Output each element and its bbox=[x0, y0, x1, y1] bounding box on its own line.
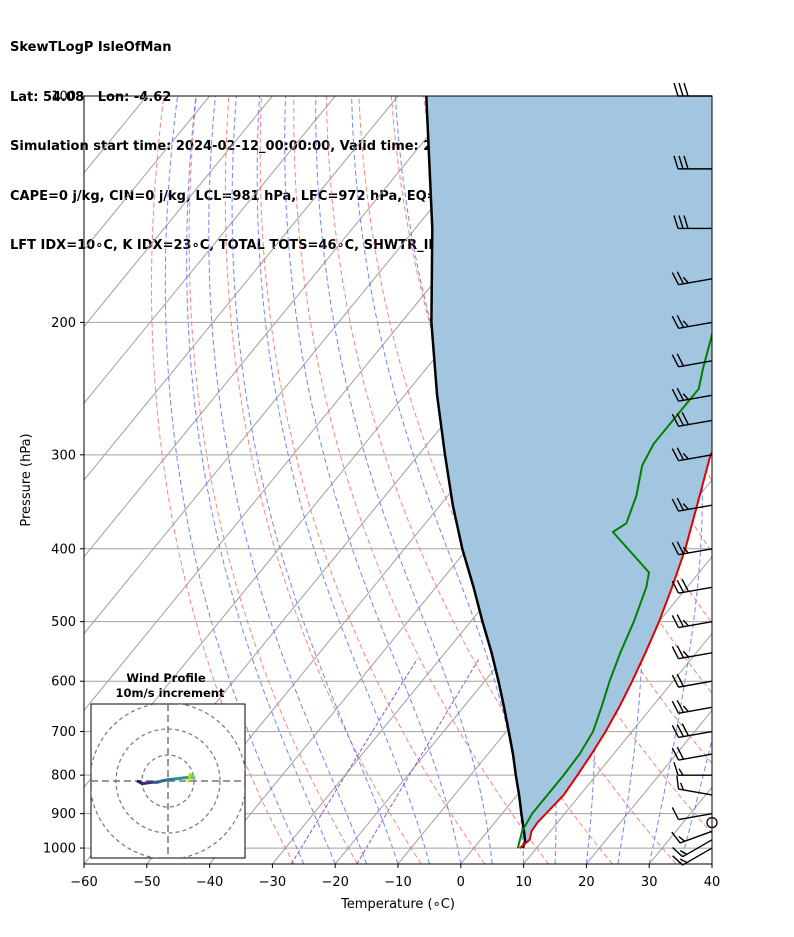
moist-adiabat-line bbox=[351, 96, 525, 864]
wind-barb bbox=[673, 155, 712, 170]
dry-adiabat-line bbox=[259, 96, 486, 864]
x-tick-label: 10 bbox=[515, 875, 532, 890]
hodograph-ring bbox=[141, 754, 195, 808]
location-line: Lat: 54.08 Lon: -4.62 bbox=[10, 89, 172, 105]
wind-barb bbox=[673, 82, 712, 97]
mixing-ratio-line bbox=[356, 658, 480, 864]
dry-adiabat-line bbox=[325, 96, 613, 864]
moist-adiabat-line bbox=[164, 96, 305, 864]
dry-adiabat-line bbox=[716, 96, 794, 864]
wind-barb bbox=[672, 839, 713, 858]
cape-area bbox=[426, 96, 712, 849]
y-tick-label: 700 bbox=[51, 725, 76, 740]
wind-barb bbox=[671, 830, 713, 844]
isotherm-line bbox=[586, 709, 712, 864]
isotherm-line bbox=[84, 96, 85, 97]
y-tick-label: 1000 bbox=[43, 842, 76, 857]
moist-adiabat-line bbox=[284, 96, 462, 864]
y-tick-label: 800 bbox=[51, 769, 76, 784]
wind-barb bbox=[673, 761, 712, 776]
y-tick-label: 900 bbox=[51, 807, 76, 822]
wind-barb bbox=[676, 775, 713, 796]
isotherm-line bbox=[84, 96, 399, 481]
wind-barb bbox=[671, 541, 713, 556]
y-tick-label: 100 bbox=[51, 90, 76, 105]
moist-adiabat-line bbox=[256, 96, 430, 864]
moist-adiabat-line bbox=[315, 96, 493, 864]
isotherm-line bbox=[397, 479, 712, 864]
isotherm-line bbox=[84, 96, 524, 635]
parcel-profile-line bbox=[425, 96, 527, 849]
x-axis: −60 −50 −40 −30 −20 −10 0 10 20 30 40 bbox=[70, 864, 720, 890]
mixing-ratio-line bbox=[290, 658, 418, 864]
wind-barb bbox=[671, 699, 713, 714]
wind-barb bbox=[672, 847, 713, 866]
wind-barb bbox=[671, 412, 713, 428]
mixing-ratio-lines bbox=[290, 658, 480, 864]
x-tick-label: −50 bbox=[133, 875, 160, 890]
wind-barb bbox=[671, 315, 713, 329]
pressure-gridlines bbox=[84, 96, 712, 849]
moist-adiabat-line bbox=[711, 862, 712, 864]
wind-barb bbox=[671, 497, 713, 512]
x-tick-label: 20 bbox=[578, 875, 595, 890]
wind-barb bbox=[673, 215, 712, 230]
wind-barb bbox=[671, 578, 713, 594]
x-tick-label: −40 bbox=[196, 875, 223, 890]
cape-shading bbox=[426, 96, 712, 849]
x-tick-label: −10 bbox=[384, 875, 411, 890]
wind-barb bbox=[671, 746, 713, 761]
y-axis-label: Pressure (hPa) bbox=[19, 433, 34, 526]
x-tick-label: −20 bbox=[321, 875, 348, 890]
y-tick-label: 600 bbox=[51, 675, 76, 690]
wind-barb bbox=[671, 387, 713, 402]
y-tick-label: 500 bbox=[51, 615, 76, 630]
dewpoint-line bbox=[516, 330, 712, 849]
dry-adiabat-line bbox=[293, 96, 549, 864]
isotherm-line bbox=[84, 96, 210, 251]
x-tick-label: −60 bbox=[70, 875, 97, 890]
hodograph-title: Wind Profile bbox=[126, 671, 206, 685]
dry-adiabat-line bbox=[150, 96, 295, 864]
hodograph-subtitle: 10m/s increment bbox=[116, 686, 225, 700]
y-axis: 1000 900 800 700 600 500 400 300 200 100 bbox=[43, 90, 84, 857]
x-tick-label: 40 bbox=[704, 875, 721, 890]
wind-barb bbox=[671, 807, 713, 821]
moist-adiabat-line bbox=[231, 96, 399, 864]
chart-title: SkewTLogP IsleOfMan bbox=[10, 40, 172, 55]
isotherm-line bbox=[84, 96, 273, 328]
moist-adiabat-line bbox=[208, 96, 368, 864]
wind-barb bbox=[671, 673, 713, 688]
x-tick-label: −30 bbox=[259, 875, 286, 890]
y-tick-label: 400 bbox=[51, 542, 76, 557]
hodograph-segment bbox=[187, 773, 192, 783]
x-tick-label: 0 bbox=[457, 875, 465, 890]
isotherm-line bbox=[84, 96, 462, 558]
hodograph-inset: Wind Profile 10m/s increment bbox=[90, 671, 246, 859]
y-tick-label: 200 bbox=[51, 316, 76, 331]
wind-barb bbox=[671, 614, 713, 629]
moist-adiabat-line bbox=[611, 96, 703, 864]
dry-adiabat-line bbox=[224, 96, 422, 864]
isotherm-line bbox=[711, 863, 712, 864]
moist-adiabat-line bbox=[186, 96, 336, 864]
wind-barb bbox=[671, 353, 713, 368]
dry-adiabat-line bbox=[749, 96, 794, 864]
dry-adiabat-line bbox=[188, 96, 358, 864]
wind-barbs bbox=[671, 82, 718, 866]
wind-barb bbox=[671, 447, 713, 462]
wind-barb bbox=[671, 271, 713, 286]
x-tick-label: 30 bbox=[641, 875, 658, 890]
isotherm-line bbox=[523, 632, 712, 864]
dry-adiabat-line bbox=[781, 96, 794, 864]
wind-barb-calm bbox=[706, 816, 718, 829]
hodograph-ring bbox=[115, 728, 221, 834]
wind-barb bbox=[671, 645, 713, 660]
y-tick-label: 300 bbox=[51, 448, 76, 463]
isotherm-line bbox=[84, 96, 336, 404]
wind-barb bbox=[671, 723, 713, 739]
x-axis-label: Temperature (∘C) bbox=[340, 897, 455, 912]
